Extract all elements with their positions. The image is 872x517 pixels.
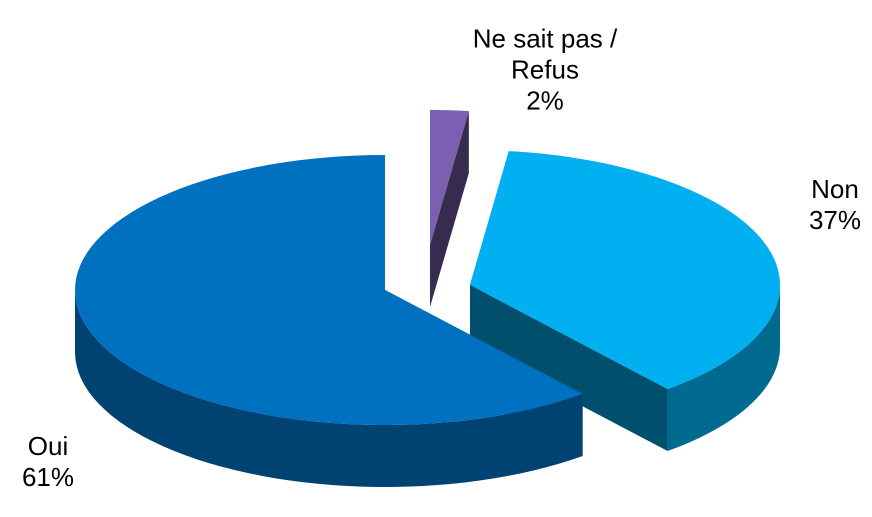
- slice-wall: [75, 291, 583, 487]
- slice-label: Non 37%: [790, 174, 872, 236]
- slice-wall: [667, 286, 780, 452]
- slice-side: [470, 285, 668, 452]
- value-label: 2%: [526, 85, 564, 116]
- slice: [75, 155, 583, 425]
- slice: [430, 110, 469, 245]
- category-label: Ne sait pas / Refus: [472, 23, 618, 85]
- slice-label: Ne sait pas / Refus 2%: [440, 24, 650, 117]
- value-label: 37%: [808, 205, 862, 235]
- slice-side: [430, 111, 469, 307]
- slice-label: Oui 61%: [3, 431, 93, 493]
- slice: [470, 151, 780, 390]
- category-label: Non: [811, 174, 859, 204]
- value-label: 61%: [21, 462, 75, 492]
- category-label: Oui: [27, 431, 69, 461]
